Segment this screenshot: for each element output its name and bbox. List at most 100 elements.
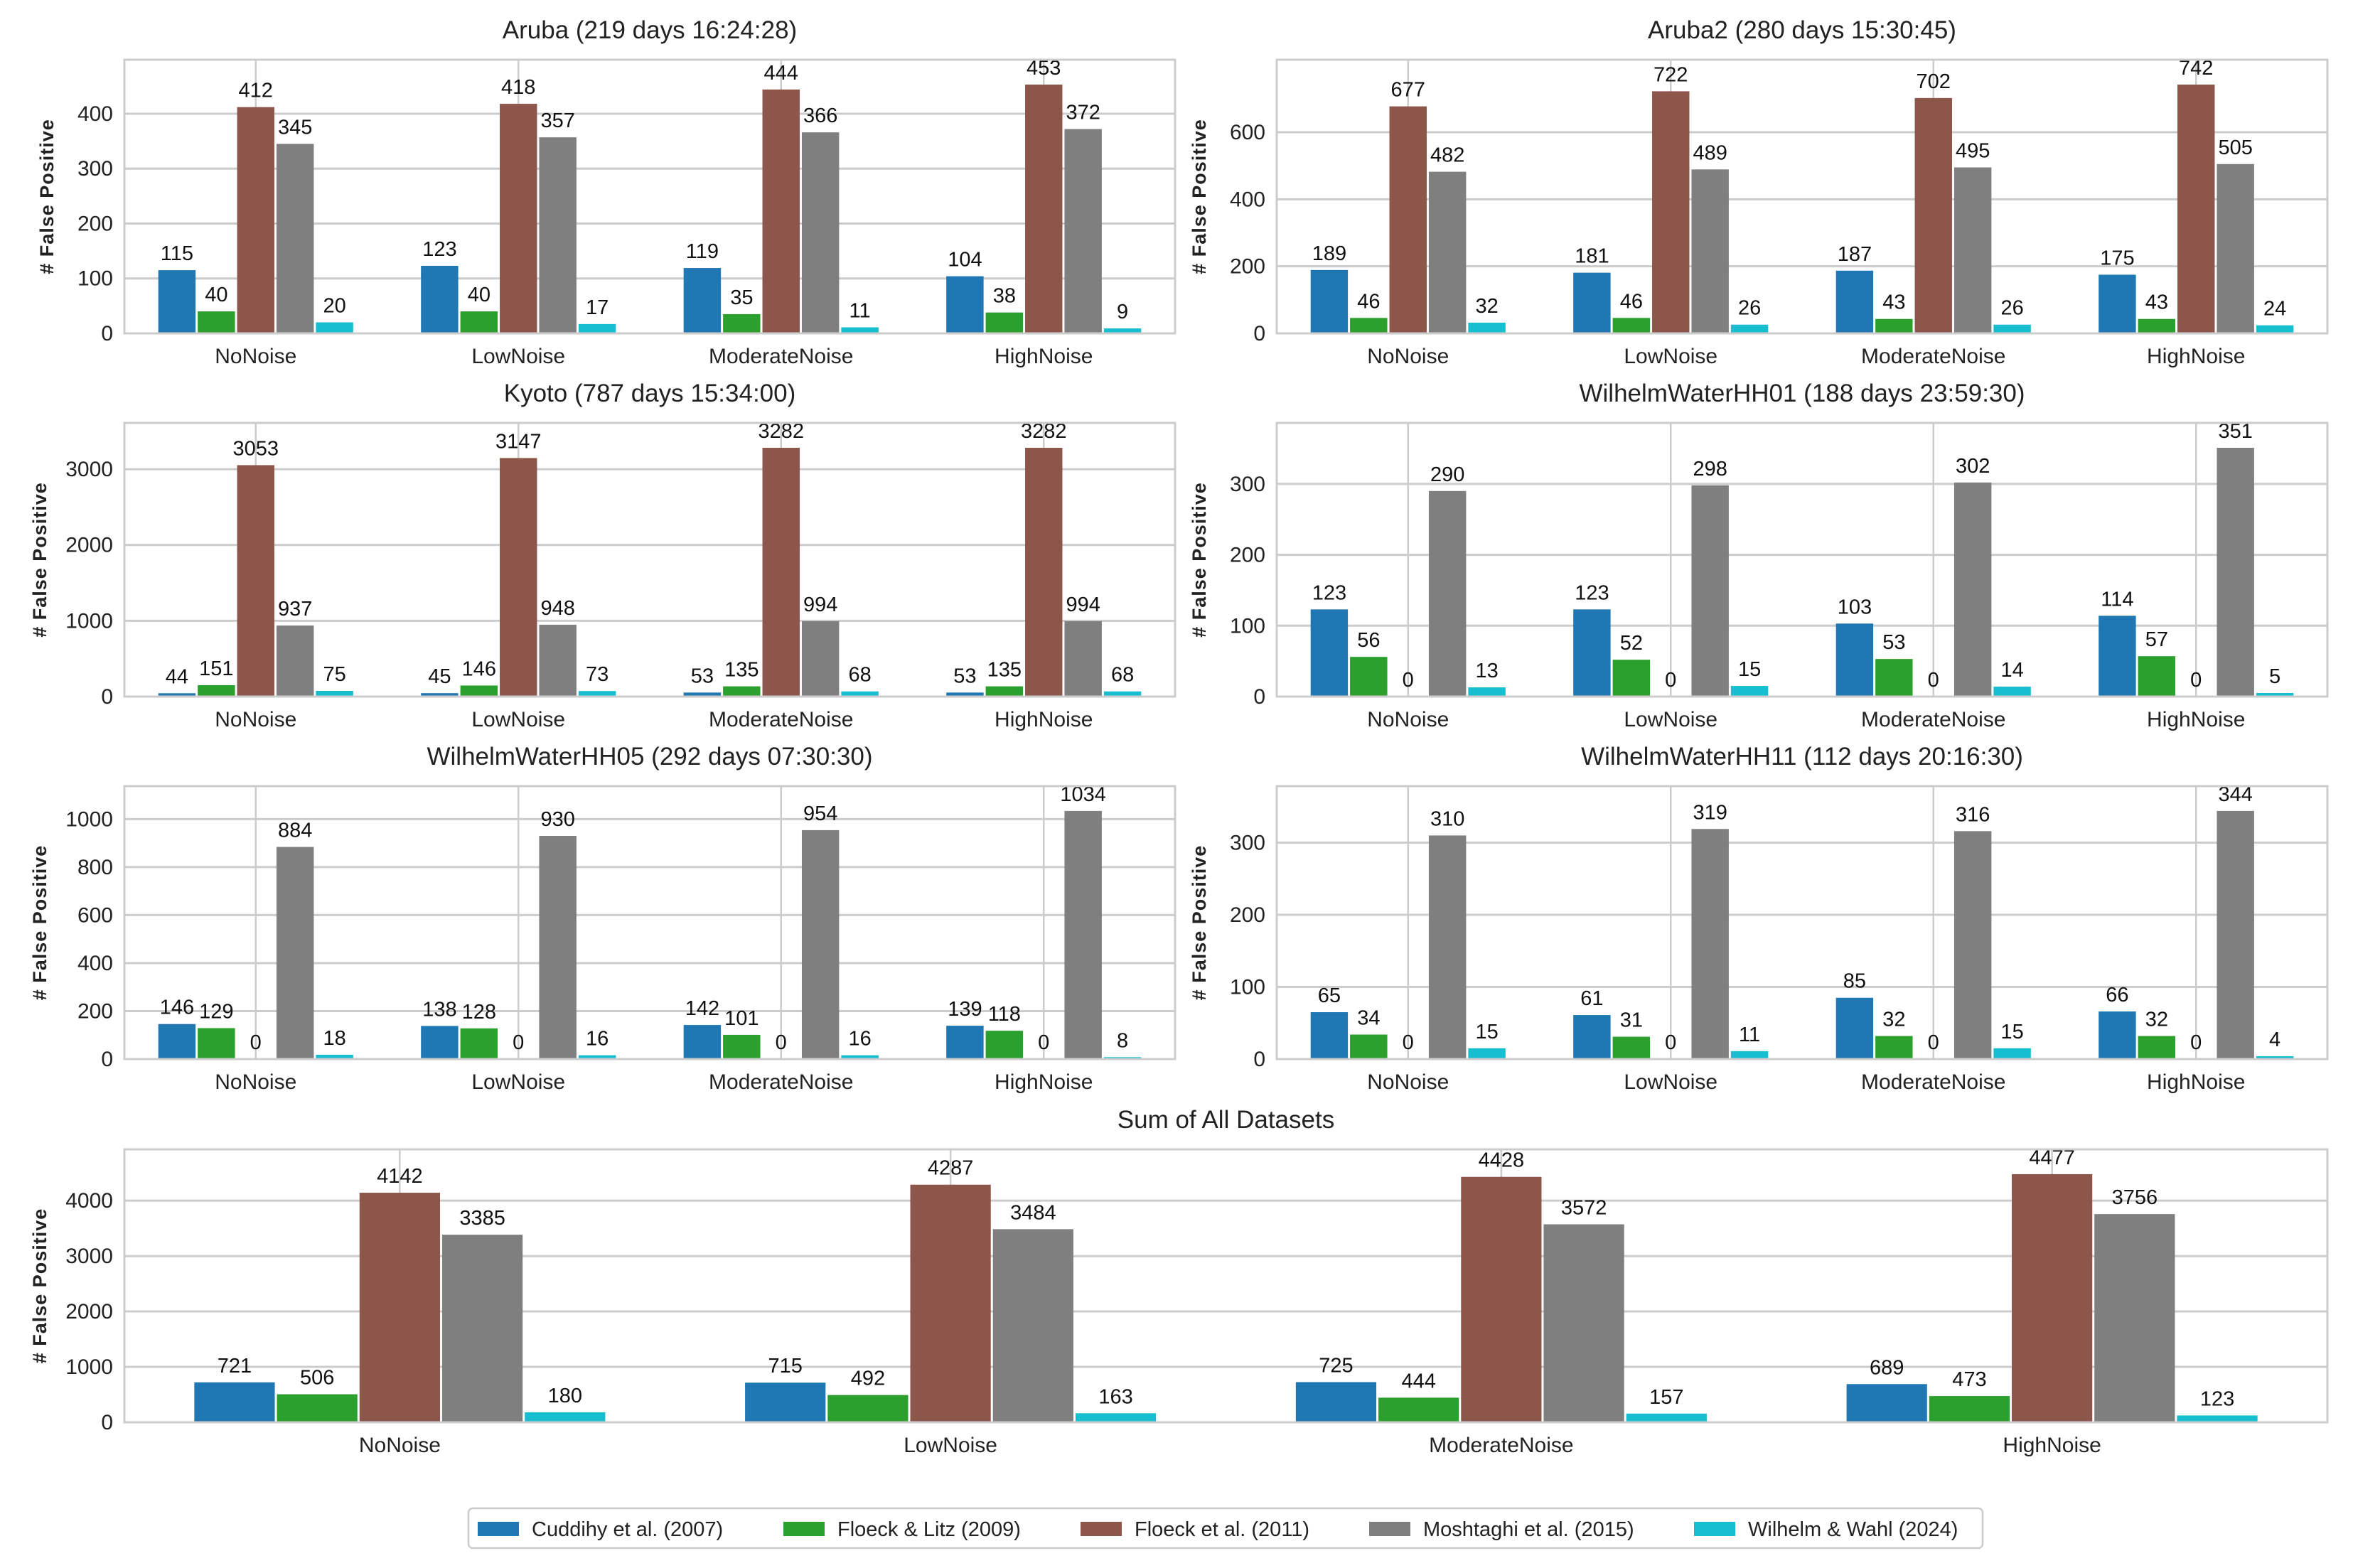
data-label: 138 xyxy=(422,998,456,1021)
bar-NoNoise-s4 xyxy=(1468,1048,1506,1059)
data-label: 128 xyxy=(462,1001,496,1024)
data-label: 937 xyxy=(278,598,312,621)
bar-ModerateNoise-s0 xyxy=(1835,623,1874,697)
legend-swatch xyxy=(1694,1522,1735,1536)
legend-entry: Moshtaghi et al. (2015) xyxy=(1423,1518,1634,1541)
data-label: 123 xyxy=(1575,581,1609,604)
data-label: 5 xyxy=(2269,665,2280,688)
subplot-title: WilhelmWaterHH05 (292 days 07:30:30) xyxy=(427,743,872,770)
bar-NoNoise-s2 xyxy=(359,1193,440,1422)
data-label: 366 xyxy=(803,104,837,127)
data-label: 101 xyxy=(724,1007,759,1030)
data-label: 151 xyxy=(199,657,233,680)
data-label: 65 xyxy=(1318,984,1341,1007)
x-tick-label: NoNoise xyxy=(215,345,296,368)
x-tick-label: ModerateNoise xyxy=(709,1070,853,1094)
bar-NoNoise-s4 xyxy=(1468,687,1506,697)
x-tick-label: ModerateNoise xyxy=(1861,1070,2005,1094)
data-label: 4287 xyxy=(928,1157,974,1180)
bar-ModerateNoise-s0 xyxy=(1295,1382,1377,1422)
bar-NoNoise-s3 xyxy=(1428,490,1467,697)
data-label: 721 xyxy=(218,1355,252,1378)
legend-entry: Floeck et al. (2011) xyxy=(1135,1518,1309,1541)
y-tick-label: 200 xyxy=(77,999,113,1023)
bar-HighNoise-s3 xyxy=(2217,448,2254,697)
legend-entry: Wilhelm & Wahl (2024) xyxy=(1748,1518,1958,1541)
data-label: 43 xyxy=(1882,291,1905,314)
axes-frame xyxy=(123,58,1176,335)
bar-ModerateNoise-s1 xyxy=(723,313,761,333)
data-label: 85 xyxy=(1843,970,1866,993)
data-label: 187 xyxy=(1838,243,1872,266)
x-tick-label: NoNoise xyxy=(215,1070,296,1094)
data-label: 8 xyxy=(1117,1029,1128,1052)
bar-LowNoise-s4 xyxy=(578,323,616,333)
data-label: 930 xyxy=(540,808,574,831)
bar-NoNoise-s1 xyxy=(198,684,235,697)
data-label: 26 xyxy=(2000,297,2023,320)
bar-HighNoise-s3 xyxy=(1064,810,1102,1059)
subplot-3: 0 100 200 300 NoNoise LowNoise ModerateNoise Hi… xyxy=(1189,380,2329,731)
data-label: 146 xyxy=(462,657,496,680)
bar-LowNoise-s2 xyxy=(910,1184,991,1422)
data-label: 38 xyxy=(993,285,1016,308)
data-label: 163 xyxy=(1098,1385,1132,1408)
bar-NoNoise-s3 xyxy=(441,1235,523,1422)
data-label: 302 xyxy=(1956,455,1990,478)
bar-NoNoise-s3 xyxy=(276,625,314,697)
data-label: 3484 xyxy=(1010,1201,1056,1224)
x-tick-label: ModerateNoise xyxy=(1861,708,2005,731)
bar-ModerateNoise-s0 xyxy=(683,268,722,333)
data-label: 0 xyxy=(1403,1031,1414,1054)
bar-HighNoise-s3 xyxy=(2217,810,2254,1059)
y-tick-label: 1000 xyxy=(65,807,113,831)
y-tick-label: 400 xyxy=(77,102,113,126)
bar-ModerateNoise-s0 xyxy=(1835,270,1874,333)
bar-ModerateNoise-s2 xyxy=(1461,1176,1542,1422)
bar-LowNoise-s2 xyxy=(500,458,537,697)
data-label: 181 xyxy=(1575,245,1609,268)
y-tick-label: 0 xyxy=(101,1048,113,1071)
axes-frame xyxy=(123,1148,2329,1424)
data-label: 677 xyxy=(1391,79,1425,102)
data-label: 135 xyxy=(987,659,1022,682)
y-tick-label: 400 xyxy=(77,952,113,975)
data-label: 15 xyxy=(1738,658,1761,681)
data-label: 103 xyxy=(1838,596,1872,618)
subplot-title: WilhelmWaterHH11 (112 days 20:16:30) xyxy=(1581,743,2023,770)
bar-HighNoise-s1 xyxy=(985,686,1024,697)
y-tick-label: 200 xyxy=(1230,544,1265,567)
data-label: 884 xyxy=(278,820,312,842)
bar-HighNoise-s1 xyxy=(2138,318,2176,333)
y-tick-label: 0 xyxy=(101,322,113,345)
legend: Cuddihy et al. (2007) Floeck & Litz (2009… xyxy=(467,1507,1984,1550)
data-label: 142 xyxy=(685,997,719,1020)
data-label: 135 xyxy=(724,659,759,682)
bar-HighNoise-s2 xyxy=(1025,448,1063,697)
bar-LowNoise-s0 xyxy=(421,265,459,333)
y-axis-label: # False Positive xyxy=(1189,119,1210,274)
data-label: 68 xyxy=(848,664,871,687)
data-label: 482 xyxy=(1430,144,1464,167)
y-tick-label: 300 xyxy=(1230,832,1265,855)
subplot-title: Kyoto (787 days 15:34:00) xyxy=(504,380,796,407)
bar-ModerateNoise-s2 xyxy=(1914,97,1952,333)
data-label: 4428 xyxy=(1479,1149,1525,1172)
data-label: 319 xyxy=(1693,801,1727,824)
data-label: 46 xyxy=(1620,290,1643,313)
subplot-title: Aruba (219 days 16:24:28) xyxy=(503,16,797,44)
bar-LowNoise-s4 xyxy=(578,691,616,697)
data-label: 13 xyxy=(1475,660,1498,682)
bar-ModerateNoise-s4 xyxy=(1993,1048,2031,1059)
data-label: 15 xyxy=(2000,1021,2023,1043)
bar-HighNoise-s2 xyxy=(1025,85,1063,333)
data-label: 9 xyxy=(1117,301,1128,323)
data-label: 0 xyxy=(2190,669,2202,692)
data-label: 43 xyxy=(2145,291,2168,314)
bar-NoNoise-s3 xyxy=(1428,171,1467,333)
axes-frame xyxy=(1275,785,2329,1060)
y-tick-label: 800 xyxy=(77,856,113,879)
y-tick-label: 3000 xyxy=(65,1245,113,1268)
y-tick-label: 200 xyxy=(1230,255,1265,279)
